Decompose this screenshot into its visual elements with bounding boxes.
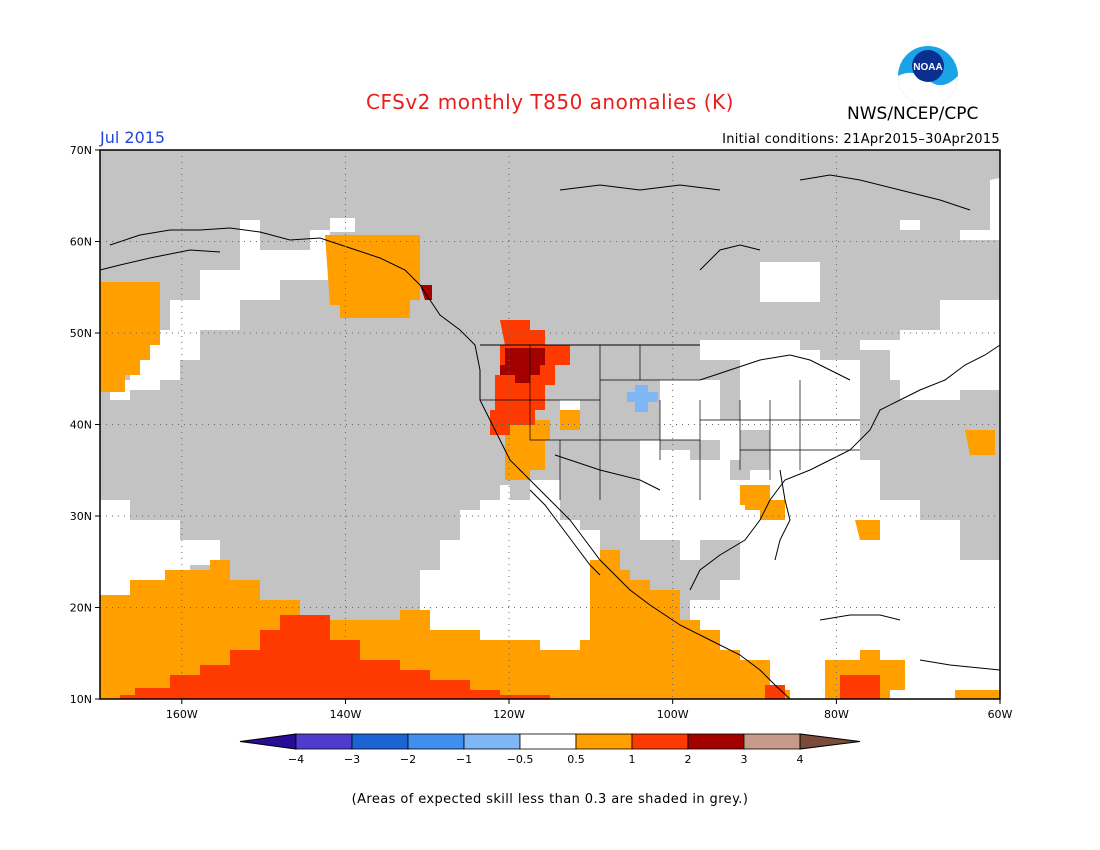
initial-conditions-label: Initial conditions: 21Apr2015–30Apr2015	[722, 132, 1000, 147]
colorbar-label: 4	[797, 753, 804, 766]
colorbar-cell	[575, 733, 633, 750]
lat-label: 20N	[70, 602, 92, 615]
lat-label: 30N	[70, 510, 92, 523]
tick-marks	[95, 149, 1001, 704]
anomaly-neg-0.5	[627, 385, 658, 412]
lon-label: 100W	[657, 708, 689, 721]
lon-label: 160W	[166, 708, 198, 721]
anomaly-map: 10N 20N 30N 40N 50N 60N 70N 160W 140W 12…	[70, 144, 1013, 721]
lat-label: 10N	[70, 693, 92, 706]
lat-label: 70N	[70, 144, 92, 157]
colorbar-cell	[295, 733, 353, 750]
colorbar-cell	[631, 733, 689, 750]
chart-title: CFSv2 monthly T850 anomalies (K)	[366, 90, 734, 114]
lon-tick-labels: 160W 140W 120W 100W 80W 60W	[166, 708, 1013, 721]
colorbar-arrow-right	[799, 733, 861, 750]
lon-label: 140W	[330, 708, 362, 721]
colorbar-arrow-left	[239, 733, 297, 750]
noaa-logo: NOAA	[898, 46, 958, 106]
colorbar-cell	[687, 733, 745, 750]
colorbar-cell	[519, 733, 577, 750]
colorbar-label: 1	[629, 753, 636, 766]
colorbar-label: −1	[456, 753, 472, 766]
logo-text: NOAA	[913, 62, 942, 73]
colorbar-label: 0.5	[567, 753, 585, 766]
colorbar-label: −0.5	[507, 753, 534, 766]
org-label: NWS/NCEP/CPC	[847, 104, 979, 124]
colorbar-label: −3	[344, 753, 360, 766]
colorbar-label: −4	[288, 753, 304, 766]
lat-label: 50N	[70, 327, 92, 340]
lat-tick-labels: 10N 20N 30N 40N 50N 60N 70N	[70, 144, 92, 706]
month-label: Jul 2015	[100, 128, 166, 147]
colorbar-cell	[463, 733, 521, 750]
colorbar-label: 3	[741, 753, 748, 766]
colorbar-label: −2	[400, 753, 416, 766]
colorbar-label: 2	[685, 753, 692, 766]
coastlines	[99, 174, 1001, 700]
colorbar-cells	[239, 733, 861, 750]
lat-label: 60N	[70, 236, 92, 249]
graticule	[100, 150, 1000, 699]
colorbar-cell	[351, 733, 409, 750]
skill-footnote: (Areas of expected skill less than 0.3 a…	[351, 792, 749, 807]
lon-label: 80W	[824, 708, 849, 721]
lon-label: 60W	[988, 708, 1013, 721]
colorbar-cell	[407, 733, 465, 750]
state-borders	[480, 345, 860, 500]
lon-label: 120W	[493, 708, 525, 721]
white-gaps	[100, 218, 820, 610]
colorbar-labels: −4 −3 −2 −1 −0.5 0.5 1 2 3 4	[288, 753, 804, 766]
lat-label: 40N	[70, 419, 92, 432]
colorbar-cell	[743, 733, 801, 750]
